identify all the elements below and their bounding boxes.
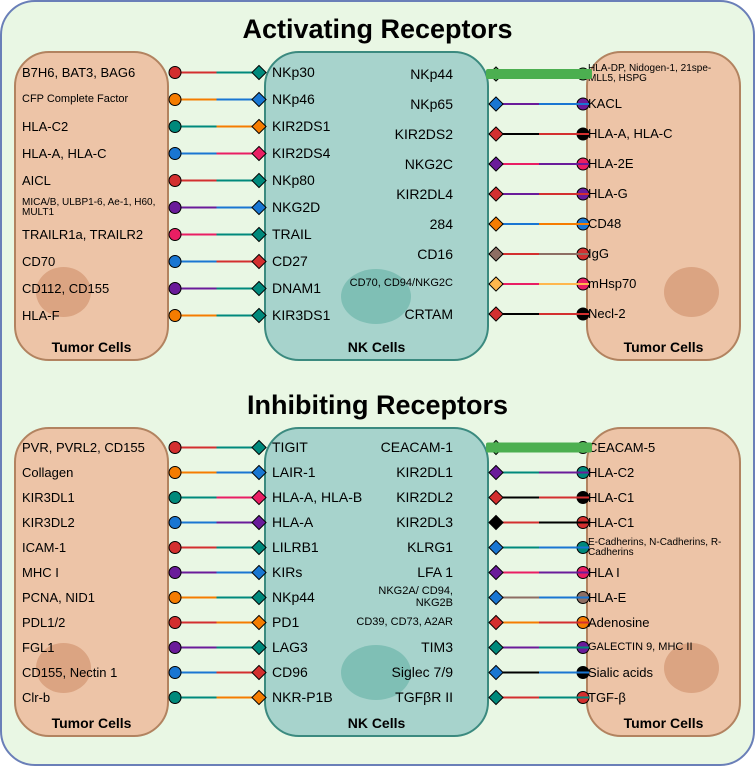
label-row: HLA-C2 [588,460,733,485]
inhibiting-panel: Tumor Cells NK Cells Tumor Cells PVR, PV… [14,427,741,762]
label-row: HLA-E [588,585,733,610]
nk-label: NK Cells [266,339,487,355]
label-row: E-Cadherins, N-Cadherins, R-Cadherins [588,535,733,560]
label-row: CD48 [588,209,733,239]
label-row: LFA 1 [348,560,453,585]
label-row: NKp65 [348,89,453,119]
label-row: CD39, CD73, A2AR [348,610,453,635]
label-row: CD112, CD155 [22,275,167,302]
inhibiting-left-ligands: PVR, PVRL2, CD155CollagenKIR3DL1KIR3DL2I… [22,435,167,710]
label-row: B7H6, BAT3, BAG6 [22,59,167,86]
tumor-label: Tumor Cells [588,339,739,355]
label-row: FGL1 [22,635,167,660]
activating-panel: Tumor Cells NK Cells Tumor Cells B7H6, B… [14,51,741,386]
tumor-label: Tumor Cells [588,715,739,731]
label-row: PDL1/2 [22,610,167,635]
label-row: NKG2A/ CD94, NKG2B [348,585,453,610]
label-row: HLA-2E [588,149,733,179]
label-row: CEACAM-5 [588,435,733,460]
label-row: HLA-G [588,179,733,209]
label-row: CFP Complete Factor [22,86,167,113]
label-row: CD16 [348,239,453,269]
inhibiting-right-receptors: CEACAM-1KIR2DL1KIR2DL2KIR2DL3KLRG1LFA 1N… [348,435,453,710]
tumor-label: Tumor Cells [16,715,167,731]
label-row: TGFβR II [348,685,453,710]
label-row: ICAM-1 [22,535,167,560]
label-row: Collagen [22,460,167,485]
label-row: Adenosine [588,610,733,635]
label-row: KIR3DL2 [22,510,167,535]
label-row: TIM3 [348,635,453,660]
label-row: GALECTIN 9, MHC II [588,635,733,660]
label-row: CEACAM-1 [348,435,453,460]
label-row: HLA-C1 [588,510,733,535]
label-row: HLA I [588,560,733,585]
label-row: Siglec 7/9 [348,660,453,685]
label-row: HLA-C1 [588,485,733,510]
inhibiting-right-ligands: CEACAM-5HLA-C2HLA-C1HLA-C1E-Cadherins, N… [588,435,733,710]
label-row: MICA/B, ULBP1-6, Ae-1, H60, MULT1 [22,194,167,221]
label-row: Sialic acids [588,660,733,685]
label-row: HLA-F [22,302,167,329]
label-row: HLA-A, HLA-C [588,119,733,149]
label-row: TRAILR1a, TRAILR2 [22,221,167,248]
activating-title: Activating Receptors [14,14,741,45]
label-row: KIR2DL3 [348,510,453,535]
label-row: HLA-A, HLA-C [22,140,167,167]
label-row: PVR, PVRL2, CD155 [22,435,167,460]
label-row: IgG [588,239,733,269]
activating-left-ligands: B7H6, BAT3, BAG6CFP Complete FactorHLA-C… [22,59,167,329]
label-row: Clr-b [22,685,167,710]
label-row: KIR2DL1 [348,460,453,485]
label-row: KIR2DS2 [348,119,453,149]
nk-label: NK Cells [266,715,487,731]
activating-right-ligands: HLA-DP, Nidogen-1, 21spe-MLL5, HSPGKACLH… [588,59,733,329]
label-row: NKp44 [348,59,453,89]
label-row: MHC I [22,560,167,585]
label-row: PCNA, NID1 [22,585,167,610]
label-row: HLA-DP, Nidogen-1, 21spe-MLL5, HSPG [588,59,733,89]
label-row: CD70 [22,248,167,275]
label-row: KIR3DL1 [22,485,167,510]
label-row: KACL [588,89,733,119]
label-row: KIR2DL2 [348,485,453,510]
label-row: CD70, CD94/NKG2C [348,269,453,299]
label-row: 284 [348,209,453,239]
label-row: HLA-C2 [22,113,167,140]
label-row: AICL [22,167,167,194]
label-row: NKG2C [348,149,453,179]
label-row: Necl-2 [588,299,733,329]
label-row: CRTAM [348,299,453,329]
label-row: mHsp70 [588,269,733,299]
label-row: CD155, Nectin 1 [22,660,167,685]
tumor-label: Tumor Cells [16,339,167,355]
activating-right-receptors: NKp44NKp65KIR2DS2NKG2CKIR2DL4284CD16CD70… [348,59,453,329]
label-row: KIR2DL4 [348,179,453,209]
inhibiting-title: Inhibiting Receptors [14,390,741,421]
label-row: TGF-β [588,685,733,710]
diagram-container: Activating Receptors Tumor Cells NK Cell… [0,0,755,766]
label-row: KLRG1 [348,535,453,560]
